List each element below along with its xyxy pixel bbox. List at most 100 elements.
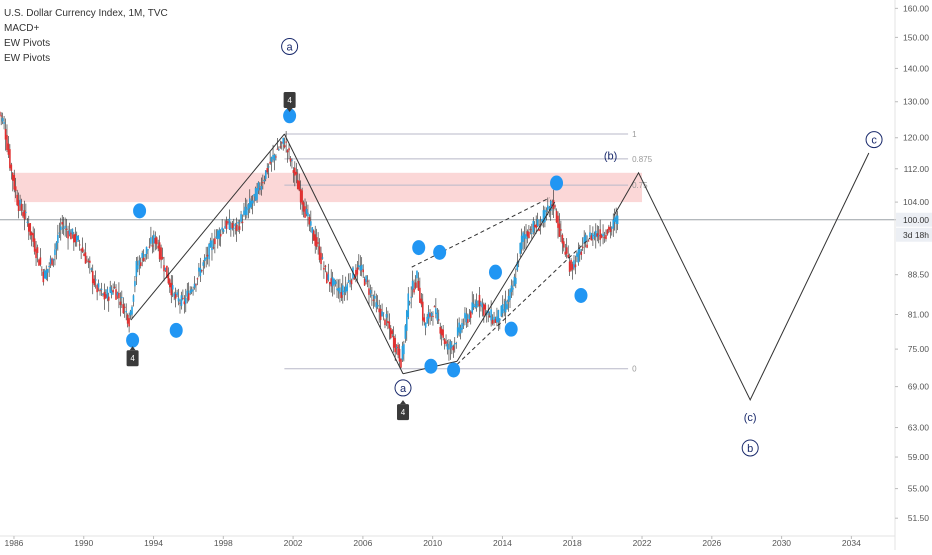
price-bar [464, 312, 466, 319]
pivot-dot [504, 321, 518, 337]
price-bar [107, 296, 110, 301]
indicator-macd[interactable]: MACD+ [4, 23, 40, 34]
chart-legend: U.S. Dollar Currency Index, 1M, TVC MACD… [4, 6, 168, 66]
price-bar [211, 240, 213, 251]
price-bar [391, 330, 394, 334]
price-bar [4, 128, 7, 140]
price-bar [520, 235, 523, 250]
price-bar [222, 229, 225, 232]
price-bar [394, 337, 396, 353]
x-tick-label: 2002 [284, 538, 303, 548]
price-bar [413, 288, 415, 293]
price-bar [251, 200, 254, 204]
price-bar [33, 238, 36, 252]
price-bar [584, 234, 587, 243]
price-bar [350, 280, 353, 285]
price-bar [280, 142, 283, 144]
y-tick-label: 140.00 [903, 63, 929, 73]
price-bar [27, 223, 30, 232]
price-bar [262, 182, 264, 184]
price-bar [560, 229, 562, 231]
price-bar [163, 265, 165, 272]
price-bar [283, 145, 286, 148]
symbol-title[interactable]: U.S. Dollar Currency Index, 1M, TVC [4, 8, 168, 19]
price-bar [59, 226, 62, 231]
price-bar [106, 289, 109, 299]
price-bar [429, 313, 431, 317]
price-bar [615, 215, 617, 224]
pivot-marks-layer: 4 4 4 a a (b) (c) b c [126, 37, 883, 457]
wave-line [130, 133, 285, 321]
price-bar [613, 217, 616, 222]
price-bar [221, 227, 223, 231]
price-bar [192, 289, 194, 291]
price-bar [472, 303, 475, 308]
price-bar [337, 287, 340, 292]
channel-line [456, 237, 591, 365]
indicator-ew-pivots[interactable]: EW Pivots [4, 38, 51, 49]
price-bar [528, 231, 530, 239]
price-bar [212, 247, 215, 249]
price-bar [548, 207, 551, 209]
price-bar [308, 217, 311, 225]
price-bar [38, 259, 40, 266]
price-bar [587, 240, 590, 242]
price-bar [608, 226, 610, 230]
price-bar [420, 298, 423, 305]
price-bar [371, 294, 373, 296]
price-bar [491, 319, 494, 324]
price-bar [554, 205, 556, 207]
price-bar [359, 266, 362, 271]
price-bar [365, 276, 367, 283]
wave-label: (c) [744, 412, 757, 424]
price-bar [328, 281, 331, 285]
price-bar [77, 236, 80, 241]
price-bar [323, 267, 325, 270]
price-bar [3, 122, 5, 124]
pivot-dot [133, 203, 147, 219]
price-bar [358, 264, 360, 267]
price-bar [198, 267, 200, 272]
price-bar [227, 221, 229, 223]
wave-line [456, 201, 556, 362]
price-bar [205, 256, 207, 260]
pivot-dot [283, 108, 297, 124]
price-bar [173, 293, 175, 297]
x-tick-label: 2034 [842, 538, 861, 548]
price-bar [563, 241, 565, 248]
price-bar [139, 262, 142, 266]
x-tick-label: 2010 [423, 538, 442, 548]
price-bar [471, 302, 474, 313]
price-bar [336, 288, 338, 290]
indicator-ew-pivots[interactable]: EW Pivots [4, 53, 51, 64]
wave-lines-layer [130, 133, 870, 401]
x-tick-label: 2018 [563, 538, 582, 548]
price-bar [500, 305, 503, 317]
price-bar [61, 222, 64, 225]
price-bar [7, 143, 10, 155]
price-bar [459, 327, 462, 334]
price-bar [74, 233, 77, 243]
price-bar [304, 206, 306, 218]
price-bar [330, 278, 332, 287]
price-bar [558, 223, 561, 237]
price-bar [577, 249, 580, 263]
price-bar [421, 301, 424, 321]
price-bar [334, 281, 337, 284]
price-bar [269, 161, 271, 164]
price-bar [602, 233, 604, 237]
price-bar [42, 271, 45, 283]
price-bar [36, 247, 39, 253]
price-bar [272, 155, 274, 159]
current-price-label: 100.00 [903, 215, 929, 225]
price-bar [506, 304, 508, 309]
price-bar [260, 186, 263, 191]
price-bar [590, 235, 593, 241]
price-bar [241, 221, 244, 224]
price-bar [436, 312, 439, 321]
time-to-close-badge [896, 227, 932, 242]
price-bar [455, 343, 458, 345]
